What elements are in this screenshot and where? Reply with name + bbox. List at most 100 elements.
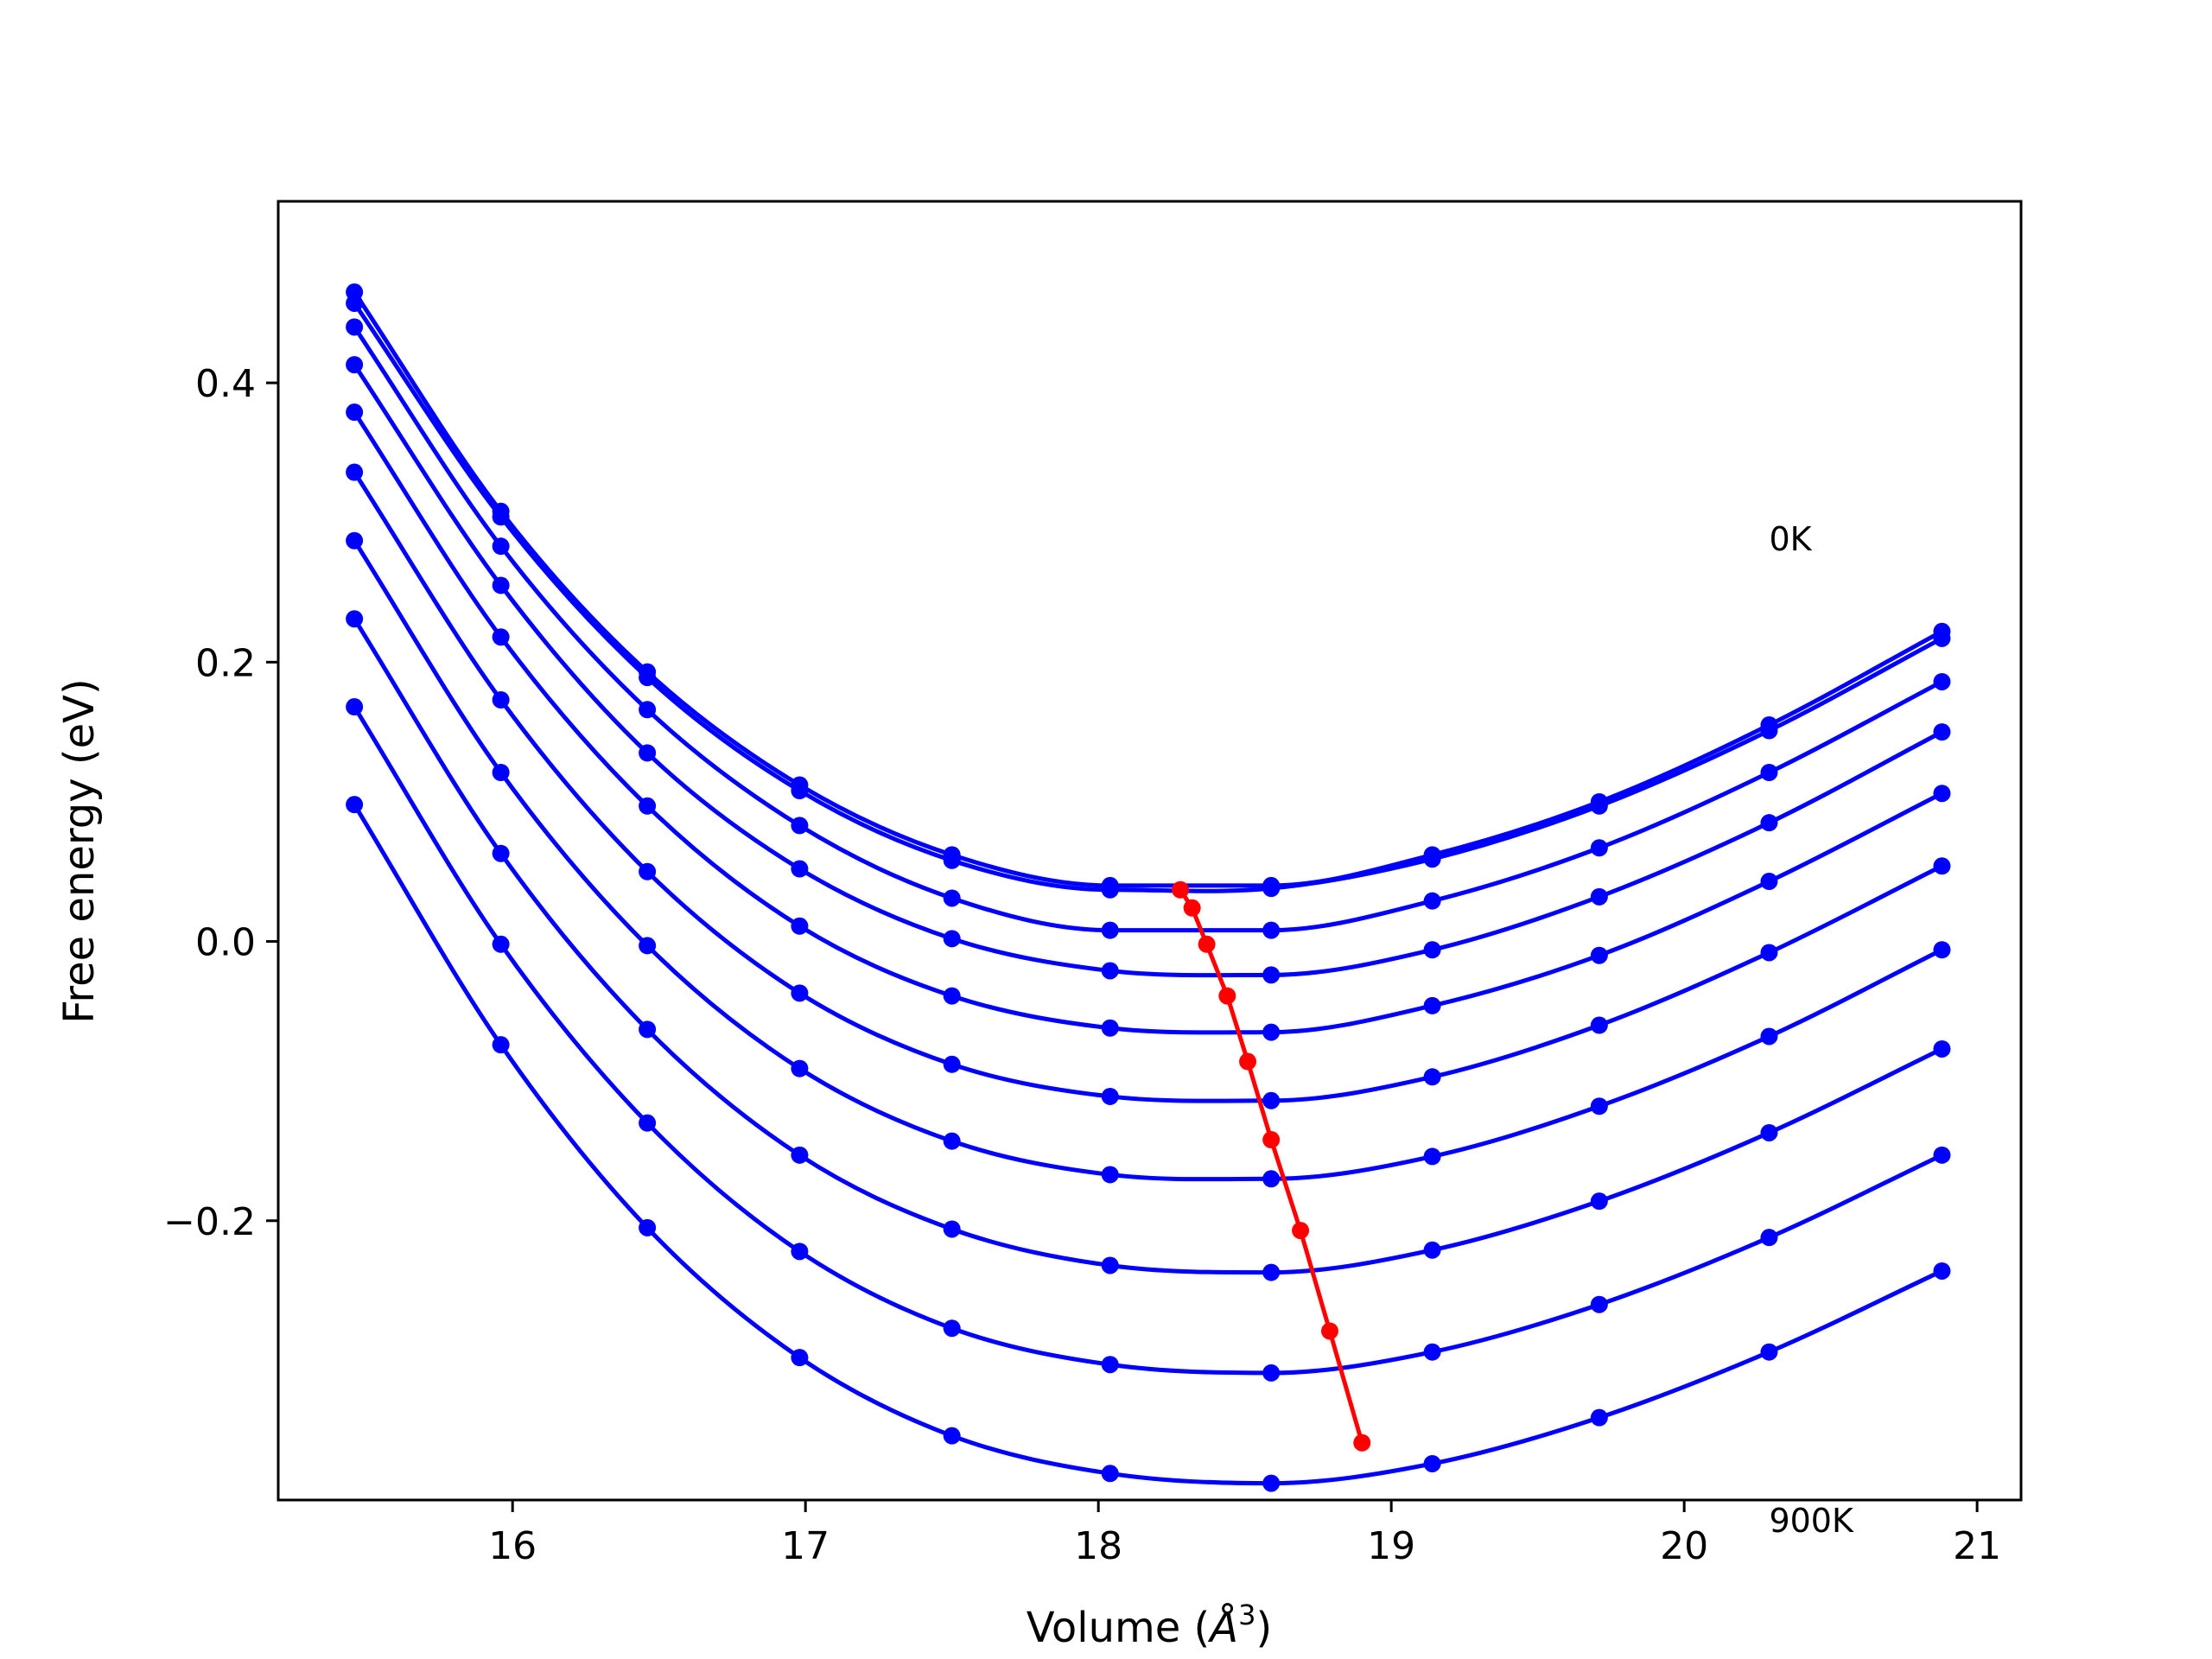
point-300K-4 [943,930,961,948]
point-300K-3 [791,860,809,878]
point-100K-5 [1101,880,1119,899]
point-900K-1 [492,1036,510,1054]
point-100K-3 [791,782,809,800]
minimum-point-0 [1172,880,1190,899]
x-tick-label: 21 [1953,1524,2001,1568]
point-200K-0 [346,318,364,336]
point-100K-4 [943,851,961,869]
y-tick-label: −0.2 [163,1200,256,1244]
point-200K-6 [1262,921,1281,939]
point-300K-6 [1262,966,1281,984]
point-300K-2 [639,744,657,762]
point-700K-8 [1590,1192,1608,1211]
series-line-700K [353,617,1943,1275]
point-300K-0 [346,356,364,374]
point-600K-9 [1760,1027,1778,1046]
point-900K-10 [1933,1262,1951,1280]
point-400K-7 [1423,996,1441,1014]
x-axis-ticks: 16 17 18 19 20 21 [488,1500,2001,1568]
point-400K-6 [1262,1023,1281,1041]
point-900K-8 [1590,1408,1608,1427]
point-500K-0 [346,463,364,481]
point-600K-5 [1101,1166,1119,1184]
point-100K-1 [492,508,510,526]
point-400K-5 [1101,1019,1119,1037]
point-600K-7 [1423,1147,1441,1166]
minimum-point-2 [1198,935,1216,953]
point-500K-10 [1933,857,1951,875]
point-900K-2 [639,1218,657,1236]
point-200K-7 [1423,892,1441,910]
point-400K-1 [492,628,510,646]
annotation-900K: 900K [1769,1502,1854,1540]
point-400K-9 [1760,873,1778,891]
point-600K-8 [1590,1097,1608,1116]
series-line-400K [353,410,1943,1035]
minimum-point-6 [1292,1222,1310,1240]
point-800K-2 [639,1114,657,1132]
point-600K-1 [492,764,510,781]
point-500K-9 [1760,944,1778,962]
point-700K-5 [1101,1256,1119,1274]
series-line-600K [353,539,1943,1182]
y-tick-label: 0.0 [195,921,256,965]
point-900K-6 [1262,1474,1281,1492]
minimum-point-5 [1262,1131,1281,1149]
point-800K-7 [1423,1343,1441,1361]
point-600K-2 [639,937,657,955]
point-500K-7 [1423,1068,1441,1086]
x-tick-label: 19 [1367,1524,1415,1568]
point-500K-6 [1262,1091,1281,1109]
plot-frame [276,200,2023,1502]
minimum-point-1 [1183,899,1201,917]
point-400K-4 [943,987,961,1005]
minimum-point-8 [1353,1433,1371,1452]
point-600K-6 [1262,1170,1281,1188]
point-600K-4 [943,1132,961,1150]
point-600K-3 [791,1059,809,1077]
point-800K-1 [492,935,510,953]
point-200K-3 [791,817,809,835]
point-100K-9 [1760,721,1778,740]
point-100K-2 [639,669,657,687]
point-800K-3 [791,1243,809,1261]
point-200K-9 [1760,764,1778,781]
x-tick-label: 18 [1074,1524,1122,1568]
point-700K-7 [1423,1241,1441,1259]
point-200K-1 [492,537,510,556]
point-700K-1 [492,844,510,862]
point-800K-0 [346,698,364,716]
point-800K-6 [1262,1363,1281,1382]
series-points [346,283,1951,1492]
x-tick-label: 20 [1660,1524,1708,1568]
point-100K-0 [346,294,364,312]
x-tick-label: 17 [781,1524,830,1568]
point-900K-5 [1101,1465,1119,1483]
point-500K-5 [1101,1087,1119,1105]
y-tick-label: 0.2 [195,641,256,685]
point-100K-8 [1590,797,1608,815]
point-500K-2 [639,862,657,880]
point-600K-0 [346,531,364,550]
point-900K-3 [791,1349,809,1367]
minimum-point-7 [1320,1322,1338,1340]
minimum-energy-line [1172,880,1371,1452]
point-100K-10 [1933,629,1951,647]
point-800K-8 [1590,1295,1608,1313]
point-800K-9 [1760,1229,1778,1247]
minimum-point-4 [1239,1052,1257,1071]
point-200K-2 [639,701,657,719]
point-900K-9 [1760,1343,1778,1361]
point-700K-10 [1933,1039,1951,1058]
series-line-800K [353,705,1943,1376]
point-200K-4 [943,889,961,907]
point-800K-5 [1101,1356,1119,1374]
point-400K-2 [639,797,657,815]
minimum-point-3 [1218,987,1236,1005]
point-800K-4 [943,1319,961,1338]
x-tick-label: 16 [488,1524,537,1568]
point-900K-0 [346,796,364,814]
point-400K-3 [791,917,809,935]
point-300K-8 [1590,887,1608,906]
